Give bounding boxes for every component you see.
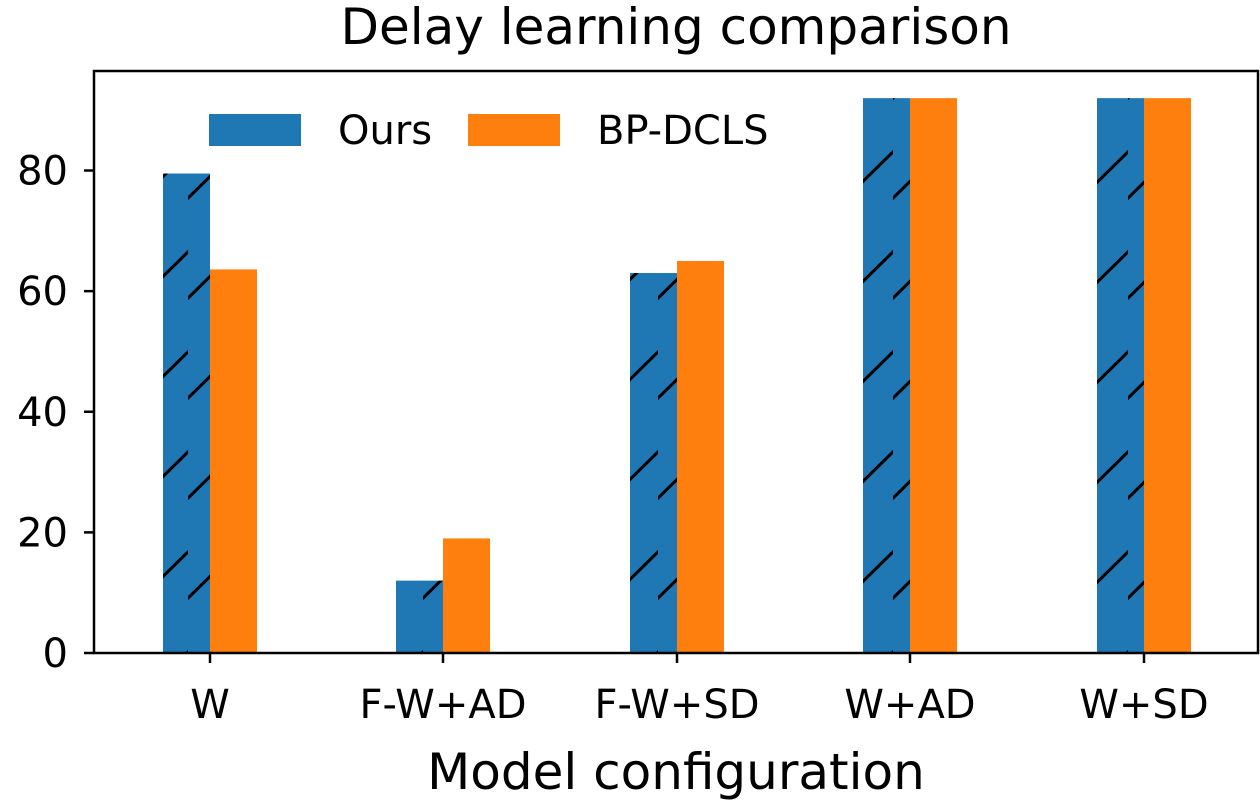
bar-bp-dcls-2 — [677, 260, 724, 653]
x-tick-label: F-W+SD — [594, 682, 759, 728]
bar-bp-dcls-0 — [210, 269, 257, 653]
y-tick-label: 0 — [43, 631, 68, 677]
x-tick-label: W — [190, 682, 230, 728]
bar-bp-dcls-3 — [910, 98, 957, 653]
legend-swatch-ours-hatch — [209, 114, 301, 146]
x-axis-label: Model configuration — [427, 743, 925, 801]
y-tick-label: 20 — [17, 510, 68, 556]
legend-label-ours: Ours — [338, 108, 432, 154]
bar-bp-dcls-4 — [1144, 98, 1191, 653]
y-tick-label: 60 — [17, 269, 68, 315]
bar-hatch-ours-4 — [1097, 98, 1144, 653]
chart-title: Delay learning comparison — [340, 0, 1011, 56]
legend: Ours BP-DCLS — [209, 108, 769, 154]
bar-hatch-ours-1 — [396, 580, 443, 653]
legend-swatch-bp-dcls — [468, 114, 560, 146]
y-tick-label: 80 — [17, 149, 68, 195]
bar-bp-dcls-1 — [443, 538, 490, 653]
bar-hatch-ours-3 — [863, 98, 910, 653]
bar-hatch-ours-2 — [630, 273, 677, 653]
x-tick-label: W+SD — [1079, 682, 1208, 728]
legend-label-bp-dcls: BP-DCLS — [597, 108, 769, 154]
x-tick-label: F-W+AD — [359, 682, 526, 728]
y-tick-label: 40 — [17, 390, 68, 436]
x-tick-label: W+AD — [844, 682, 975, 728]
bar-hatch-ours-0 — [163, 173, 210, 653]
